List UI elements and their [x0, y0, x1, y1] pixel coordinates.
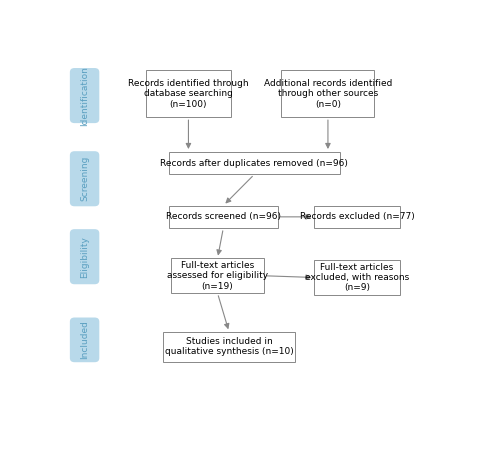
- Text: Records screened (n=96): Records screened (n=96): [166, 212, 281, 221]
- FancyBboxPatch shape: [163, 332, 295, 361]
- FancyBboxPatch shape: [169, 206, 278, 228]
- FancyBboxPatch shape: [314, 260, 400, 295]
- Text: Additional records identified
through other sources
(n=0): Additional records identified through ot…: [264, 79, 392, 109]
- FancyBboxPatch shape: [171, 258, 264, 293]
- Text: Records after duplicates removed (n=96): Records after duplicates removed (n=96): [160, 159, 348, 168]
- Text: Screening: Screening: [80, 156, 89, 202]
- Text: Eligibility: Eligibility: [80, 236, 89, 278]
- Text: Identification: Identification: [80, 66, 89, 126]
- Text: Included: Included: [80, 320, 89, 359]
- FancyBboxPatch shape: [70, 151, 100, 206]
- Text: Records excluded (n=77): Records excluded (n=77): [300, 212, 414, 221]
- FancyBboxPatch shape: [282, 71, 374, 117]
- FancyBboxPatch shape: [169, 152, 340, 175]
- FancyBboxPatch shape: [70, 229, 100, 284]
- FancyBboxPatch shape: [314, 206, 400, 228]
- FancyBboxPatch shape: [70, 68, 100, 123]
- FancyBboxPatch shape: [70, 318, 100, 362]
- Text: Studies included in
qualitative synthesis (n=10): Studies included in qualitative synthesi…: [165, 337, 294, 356]
- Text: Records identified through
database searching
(n=100): Records identified through database sear…: [128, 79, 249, 109]
- FancyBboxPatch shape: [146, 71, 231, 117]
- Text: Full-text articles
assessed for eligibility
(n=19): Full-text articles assessed for eligibil…: [167, 261, 268, 291]
- Text: Full-text articles
excluded, with reasons
(n=9): Full-text articles excluded, with reason…: [305, 263, 409, 293]
